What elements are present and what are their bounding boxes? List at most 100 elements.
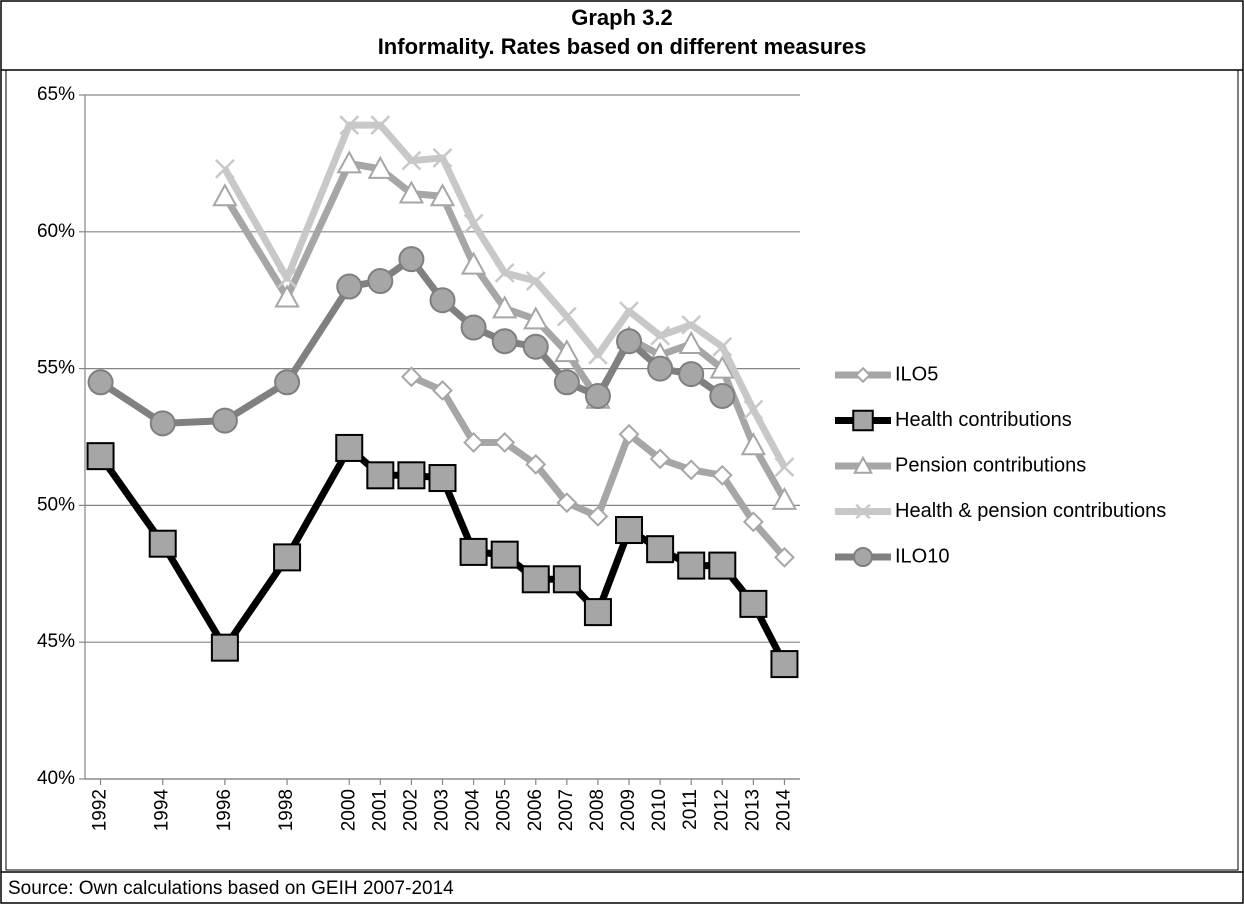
triangle-marker: [212, 183, 238, 207]
x-marker: [339, 115, 360, 135]
x-marker: [525, 271, 546, 291]
circle-marker: [398, 246, 425, 273]
diamond-marker: [680, 459, 702, 481]
chart-title: Graph 3.2: [571, 5, 672, 30]
diamond-marker: [742, 511, 764, 533]
triangle-marker: [709, 355, 735, 379]
x-tick-label: 2006: [525, 789, 546, 831]
x-tick-label: 2013: [742, 789, 763, 831]
x-tick-label: 2014: [773, 789, 794, 832]
legend-item: Health & pension contributions: [835, 500, 1166, 522]
square-marker: [583, 598, 612, 627]
square-marker: [739, 589, 768, 618]
triangle-marker: [336, 150, 362, 174]
legend-item: Health contributions: [835, 409, 1072, 432]
x-marker: [215, 158, 235, 179]
x-tick-label: 1994: [152, 789, 173, 832]
square-marker: [646, 535, 675, 564]
diamond-marker: [649, 448, 671, 470]
x-marker: [277, 268, 297, 289]
square-marker: [490, 540, 519, 569]
diamond-marker: [711, 464, 733, 486]
x-tick-label: 1992: [90, 789, 111, 831]
circle-marker: [616, 328, 643, 355]
triangle-marker: [678, 330, 704, 354]
y-tick-label: 65%: [37, 84, 75, 105]
x-marker: [556, 306, 577, 327]
square-marker: [552, 565, 581, 594]
square-marker: [459, 537, 488, 566]
diamond-marker: [587, 505, 609, 527]
circle-marker: [336, 273, 363, 300]
x-tick-label: 2008: [587, 789, 608, 831]
diamond-marker: [432, 380, 453, 401]
x-tick-label: 2004: [463, 789, 484, 832]
x-marker: [432, 148, 453, 168]
x-tick-label: 2002: [400, 789, 421, 831]
x-tick-label: 2005: [494, 789, 515, 831]
square-marker: [708, 551, 737, 580]
circle-marker: [522, 333, 549, 360]
circle-marker: [367, 268, 394, 295]
square-marker: [86, 442, 115, 471]
y-tick-label: 50%: [37, 494, 75, 515]
x-tick-label: 1998: [276, 789, 297, 831]
x-marker: [588, 345, 608, 365]
triangle-marker: [429, 183, 456, 207]
y-tick-label: 55%: [37, 358, 75, 379]
triangle-marker: [274, 284, 300, 308]
circle-marker: [647, 355, 674, 382]
square-marker: [148, 529, 177, 558]
chart-border: [5, 69, 1239, 871]
diamond-marker: [463, 432, 485, 453]
x-marker: [494, 262, 515, 283]
x-marker: [712, 336, 733, 357]
legend-label: ILO10: [895, 545, 949, 567]
square-marker: [852, 409, 874, 432]
x-tick-label: 2009: [618, 789, 639, 831]
chart-subtitle: Informality. Rates based on different me…: [378, 34, 867, 59]
square-marker: [428, 464, 457, 493]
circle-marker: [87, 369, 114, 396]
triangle-marker: [740, 432, 767, 456]
y-tick-label: 60%: [37, 221, 75, 242]
square-marker: [210, 633, 239, 662]
triangle-marker: [853, 455, 873, 474]
legend-item: ILO10: [835, 545, 949, 567]
circle-marker: [149, 410, 176, 437]
square-marker: [397, 461, 426, 490]
circle-marker: [429, 287, 456, 314]
square-marker: [273, 543, 302, 572]
circle-marker: [274, 369, 301, 396]
legend-item: Pension contributions: [835, 454, 1086, 476]
x-marker: [743, 399, 764, 420]
legend-label: ILO5: [895, 363, 938, 385]
diamond-marker: [556, 492, 578, 514]
square-marker: [677, 551, 706, 580]
circle-marker: [211, 407, 238, 434]
circle-marker: [553, 369, 580, 396]
square-marker: [770, 650, 799, 679]
triangle-marker: [491, 295, 518, 319]
circle-marker: [709, 382, 736, 409]
x-tick-label: 2001: [369, 789, 390, 831]
source-note: Source: Own calculations based on GEIH 2…: [8, 878, 454, 899]
circle-marker: [491, 328, 518, 355]
square-marker: [366, 461, 395, 490]
square-marker: [615, 516, 644, 545]
legend-item: ILO5: [835, 363, 938, 385]
triangle-marker: [554, 339, 580, 363]
diamond-marker: [618, 423, 640, 445]
legend-label: Health contributions: [895, 409, 1072, 431]
x-tick-label: 2007: [556, 789, 577, 831]
diamond-marker: [774, 546, 795, 568]
x-tick-label: 2012: [711, 789, 732, 831]
x-marker: [619, 301, 639, 322]
x-marker: [681, 314, 702, 335]
triangle-marker: [398, 180, 425, 204]
circle-marker: [853, 547, 873, 567]
diamond-marker: [400, 366, 422, 388]
diamond-marker: [525, 453, 547, 475]
triangle-marker: [523, 306, 549, 330]
